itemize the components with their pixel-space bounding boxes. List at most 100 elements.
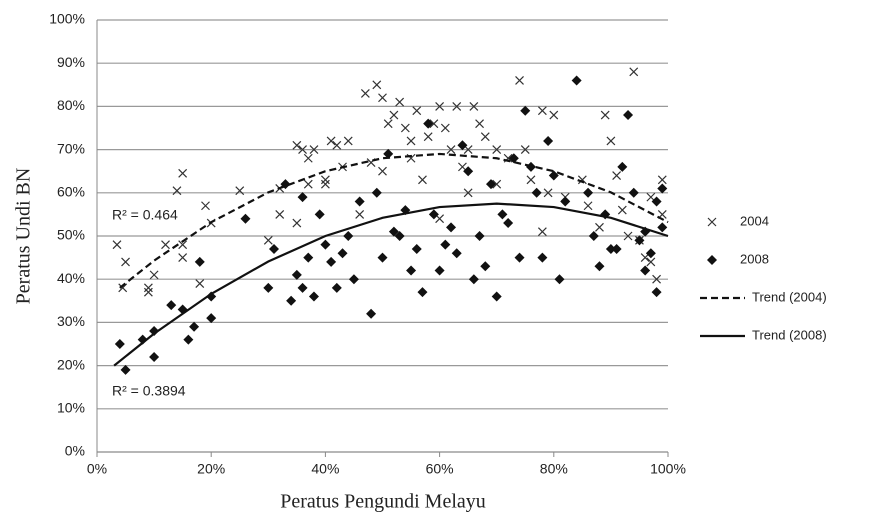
point <box>166 300 177 311</box>
point <box>297 192 308 203</box>
point <box>628 187 639 198</box>
point <box>206 291 217 302</box>
point <box>383 119 393 129</box>
point <box>172 186 182 196</box>
point <box>646 257 656 267</box>
point <box>269 243 280 254</box>
point <box>372 80 382 90</box>
point <box>411 243 422 254</box>
point <box>475 119 484 129</box>
point <box>137 334 148 345</box>
x-tick-label: 0% <box>87 461 107 477</box>
y-tick-label: 60% <box>57 184 85 200</box>
point <box>588 231 599 241</box>
point <box>378 93 387 103</box>
point <box>457 140 468 151</box>
point <box>543 135 554 146</box>
point <box>395 97 405 107</box>
point <box>583 187 594 198</box>
y-axis-title: Peratus Undi BN <box>13 168 35 305</box>
point <box>149 326 160 337</box>
point <box>303 153 313 163</box>
point <box>594 261 605 272</box>
y-tick-label: 30% <box>57 313 85 329</box>
point <box>514 252 525 263</box>
trend-line <box>113 202 669 367</box>
point <box>194 256 205 267</box>
point <box>543 188 553 198</box>
point <box>474 231 485 241</box>
point <box>463 166 474 177</box>
point <box>371 187 382 198</box>
point <box>418 175 427 185</box>
point <box>355 209 365 219</box>
point <box>263 235 273 245</box>
point <box>651 287 662 298</box>
point <box>435 101 445 111</box>
point <box>634 235 645 246</box>
point <box>451 248 462 259</box>
point <box>531 187 542 198</box>
point <box>440 123 450 133</box>
x-tick-label: 20% <box>197 461 225 477</box>
point <box>309 145 319 155</box>
point <box>423 132 433 142</box>
point <box>428 209 439 220</box>
y-tick-label: 80% <box>57 97 85 113</box>
point <box>143 283 153 293</box>
point <box>577 175 587 185</box>
point <box>183 334 194 345</box>
point <box>446 145 456 155</box>
legend-symbol <box>707 255 717 265</box>
point <box>235 186 245 196</box>
y-tick-label: 0% <box>65 443 85 459</box>
point <box>308 291 319 302</box>
point <box>389 110 399 120</box>
point <box>178 240 188 250</box>
point <box>303 179 313 189</box>
point <box>400 123 410 133</box>
x-tick-label: 80% <box>540 461 568 477</box>
point <box>520 105 531 116</box>
y-tick-label: 20% <box>57 356 85 372</box>
point <box>206 313 217 324</box>
point <box>549 110 559 120</box>
point <box>651 196 662 207</box>
point <box>440 239 451 250</box>
point <box>623 110 634 121</box>
point <box>480 261 491 272</box>
legend-label: 2008 <box>740 251 769 266</box>
point <box>114 339 125 349</box>
point <box>343 136 353 146</box>
y-tick-label: 70% <box>57 140 85 156</box>
point <box>320 239 331 250</box>
point <box>468 274 479 285</box>
x-axis-title: Peratus Pengundi Melayu <box>280 491 486 513</box>
point <box>645 248 656 259</box>
trend-line <box>119 152 669 289</box>
point <box>657 183 668 194</box>
point <box>423 118 434 129</box>
point <box>195 279 205 288</box>
x-tick-label: 40% <box>311 461 339 477</box>
point <box>515 76 524 85</box>
point <box>332 140 342 150</box>
point <box>366 308 377 319</box>
point <box>526 175 536 185</box>
point <box>617 161 628 172</box>
point <box>378 166 387 176</box>
point <box>492 145 502 155</box>
point <box>337 248 348 259</box>
point <box>354 196 365 207</box>
legend-label: 2004 <box>740 213 769 228</box>
point <box>492 179 502 189</box>
point <box>360 89 370 98</box>
y-tick-label: 100% <box>49 11 85 27</box>
point <box>161 240 170 250</box>
point <box>326 256 337 267</box>
y-tick-label: 50% <box>57 227 85 243</box>
point <box>240 213 251 224</box>
point <box>377 252 388 263</box>
point <box>485 179 496 190</box>
